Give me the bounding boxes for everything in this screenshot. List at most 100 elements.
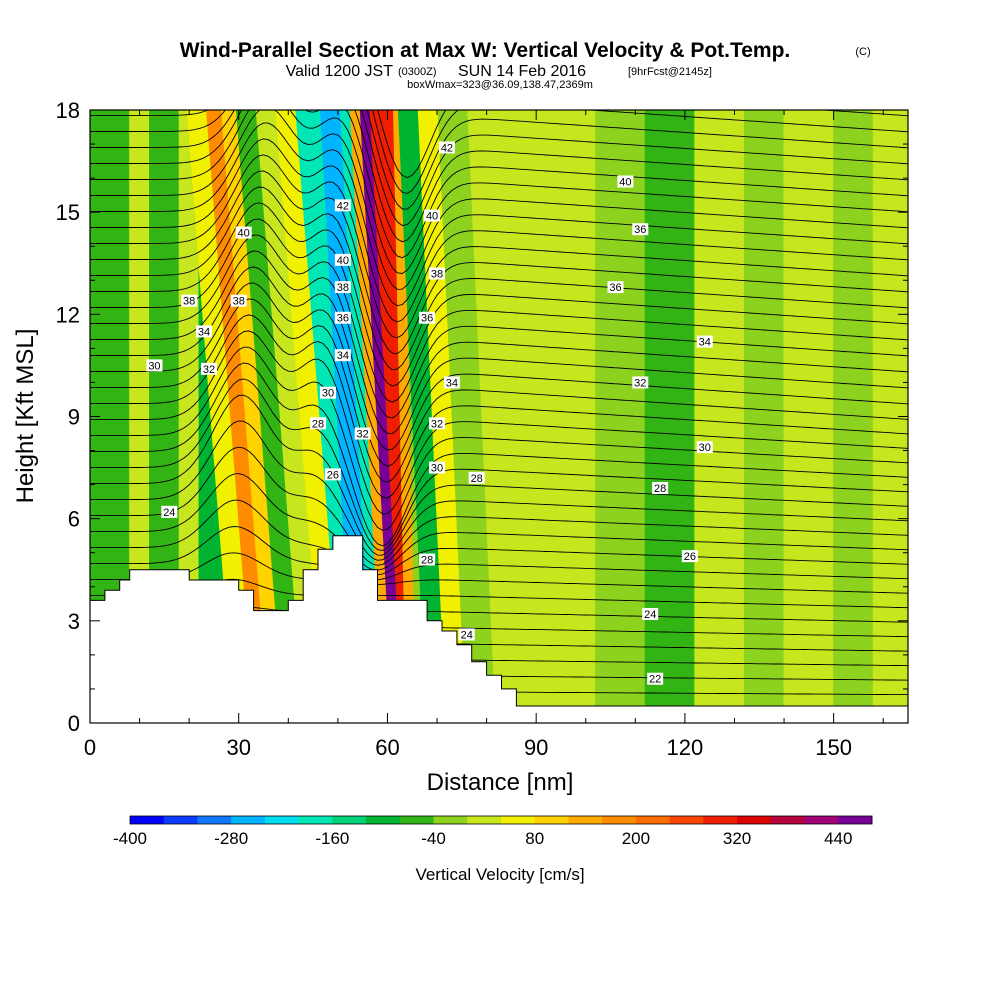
theta-contour xyxy=(90,110,908,226)
contour-label-text: 30 xyxy=(148,360,160,372)
contour-label: 28 xyxy=(419,553,436,567)
contour-label-text: 26 xyxy=(327,469,339,481)
colorbar-swatch xyxy=(703,816,738,824)
contour-label-text: 28 xyxy=(421,555,433,567)
contour-label: 22 xyxy=(647,672,664,686)
velocity-band xyxy=(783,110,835,723)
contour-label: 40 xyxy=(424,209,441,223)
terrain-mask xyxy=(90,535,908,723)
colorbar-swatch xyxy=(602,816,637,824)
contour-label-text: 40 xyxy=(337,255,349,267)
box-info: boxWmax=323@36.09,138.47,2369m xyxy=(407,79,593,91)
y-tick-label: 0 xyxy=(68,711,80,736)
theta-contour xyxy=(90,110,908,243)
theta-contour xyxy=(90,234,908,419)
contour-label: 30 xyxy=(319,386,336,400)
theta-contour xyxy=(90,218,908,403)
theta-contour xyxy=(90,378,908,551)
x-tick-label: 30 xyxy=(226,735,250,760)
contour-label: 34 xyxy=(443,376,460,389)
velocity-band xyxy=(220,110,286,723)
contour-label-text: 32 xyxy=(431,418,443,430)
theta-contour xyxy=(90,346,908,531)
colorbar-swatch xyxy=(366,816,401,824)
contour-label: 36 xyxy=(607,281,624,294)
contour-label-text: 34 xyxy=(446,377,458,389)
y-tick-label: 15 xyxy=(56,200,80,225)
contour-labels: 42 40 42 40 40 36 40 38 36 38 38 38 36 36 34 34 34 30 32 34… xyxy=(146,141,713,686)
contour-label: 28 xyxy=(652,482,669,495)
contour-label-text: 32 xyxy=(634,377,646,389)
forecast-info: [9hrFcst@2145z] xyxy=(628,66,712,78)
colorbar-swatch xyxy=(501,816,536,824)
contour-label-text: 38 xyxy=(233,296,245,308)
colorbar-swatch xyxy=(467,816,502,824)
contour-label: 28 xyxy=(310,417,327,430)
valid-line: Valid 1200 JST (0300Z) SUN 14 Feb 2016 [… xyxy=(286,63,712,80)
colorbar-swatch xyxy=(737,816,772,824)
velocity-band xyxy=(90,110,131,723)
contour-label: 38 xyxy=(181,294,198,308)
y-tick-label: 12 xyxy=(56,302,80,327)
contour-label: 36 xyxy=(419,311,436,325)
colorbar-swatch xyxy=(838,816,873,824)
velocity-band xyxy=(743,110,785,723)
contour-label-text: 38 xyxy=(431,268,443,280)
theta-contour xyxy=(90,110,908,290)
contour-label: 28 xyxy=(468,471,485,485)
contour-label-text: 38 xyxy=(337,282,349,294)
theta-contour xyxy=(90,110,908,210)
colorbar-swatch xyxy=(399,816,435,824)
contour-label-text: 24 xyxy=(163,507,175,519)
theta-contour xyxy=(90,266,908,451)
velocity-band xyxy=(437,110,497,723)
colorbar-tick-label: 440 xyxy=(824,829,852,848)
theta-contour xyxy=(90,110,908,259)
colorbar-tick-label: 80 xyxy=(525,829,544,848)
contour-label-text: 42 xyxy=(337,200,349,212)
contour-label: 32 xyxy=(200,362,217,376)
contour-label: 30 xyxy=(429,461,446,475)
theta-contour xyxy=(90,473,908,571)
contour-label-text: 42 xyxy=(441,142,453,154)
colorbar-swatch xyxy=(298,816,333,824)
contour-label: 34 xyxy=(196,325,213,338)
colorbar-swatch xyxy=(130,816,165,824)
chart-title: Wind-Parallel Section at Max W: Vertical… xyxy=(180,39,791,62)
contour-label-text: 24 xyxy=(644,609,656,621)
contour-label-text: 30 xyxy=(699,442,711,454)
velocity-band xyxy=(872,110,908,723)
contour-label: 26 xyxy=(324,468,341,481)
theta-contour xyxy=(90,138,908,323)
colorbar-swatch xyxy=(332,816,367,824)
copyright-mark: (C) xyxy=(855,46,870,58)
velocity-band xyxy=(833,110,874,723)
contour-label-text: 28 xyxy=(312,418,324,430)
theta-contour xyxy=(90,250,908,435)
theta-contour xyxy=(90,170,908,355)
valid-time: Valid 1200 JST xyxy=(286,63,394,80)
colorbar-tick-label: -400 xyxy=(113,829,147,848)
y-tick-label: 18 xyxy=(56,98,80,123)
theta-contour xyxy=(90,499,908,576)
contour-label: 32 xyxy=(354,427,371,441)
contour-label-text: 40 xyxy=(426,211,438,223)
colorbar-label: Vertical Velocity [cm/s] xyxy=(415,865,584,884)
colorbar-swatch xyxy=(770,816,806,824)
contour-label-text: 36 xyxy=(421,313,433,325)
y-axis-label: Height [Kft MSL] xyxy=(12,329,39,504)
theta-contour xyxy=(90,122,908,307)
theta-contour xyxy=(90,526,908,581)
contour-label-text: 28 xyxy=(471,473,483,485)
colorbar-tick-label: 200 xyxy=(622,829,650,848)
colorbar-swatch xyxy=(163,816,198,824)
y-tick-label: 6 xyxy=(68,507,80,532)
colorbar-swatch xyxy=(197,816,232,824)
contour-label: 42 xyxy=(438,141,455,154)
theta-contour xyxy=(90,314,908,499)
contour-label-text: 24 xyxy=(461,629,473,641)
contour-label-text: 40 xyxy=(619,177,631,189)
contour-label-text: 38 xyxy=(183,296,195,308)
